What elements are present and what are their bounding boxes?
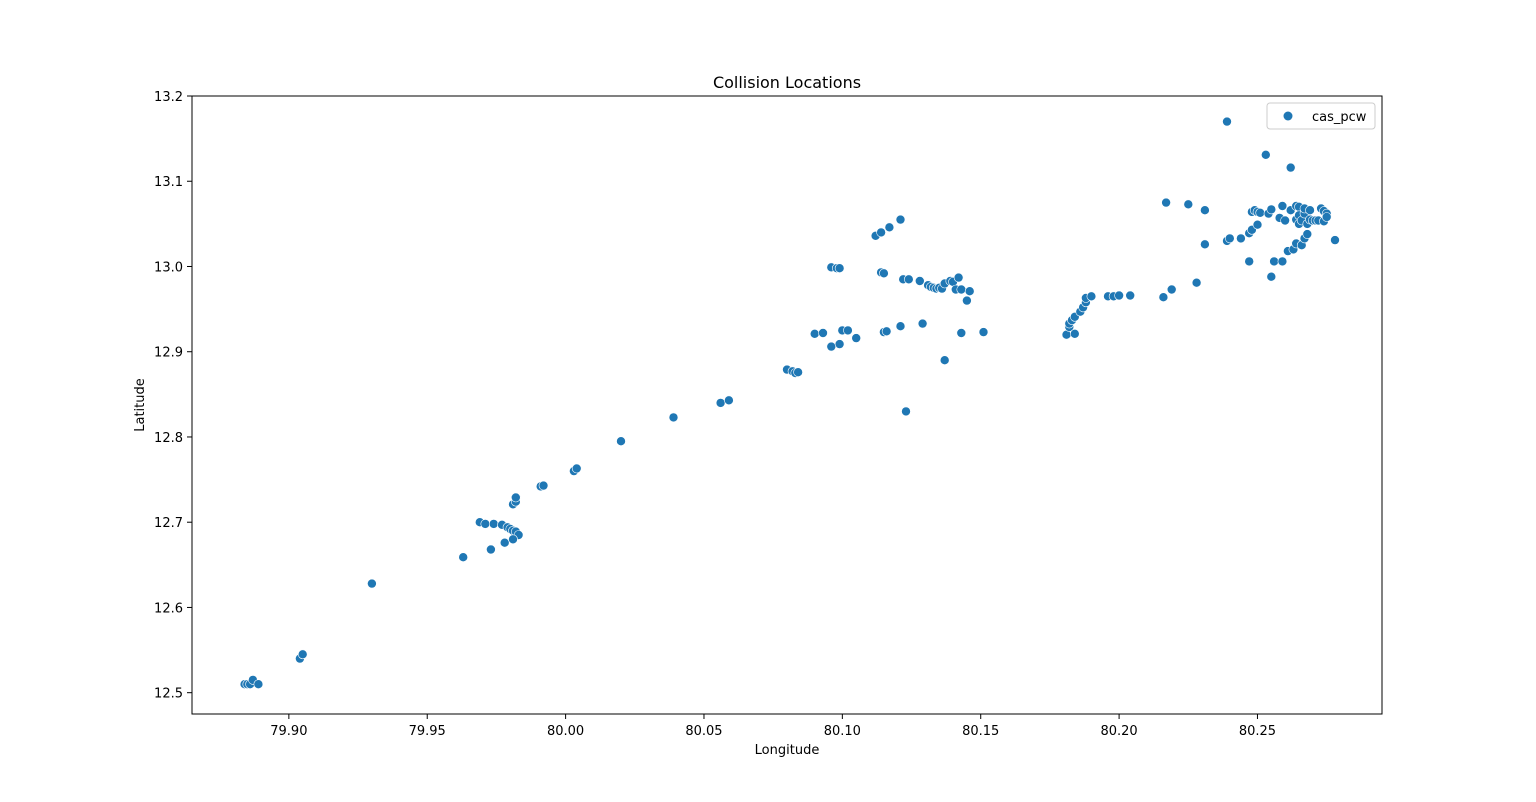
data-point	[1191, 277, 1202, 288]
data-point	[1225, 233, 1235, 244]
data-point	[901, 406, 911, 417]
data-point	[1236, 233, 1246, 244]
data-point	[715, 398, 726, 408]
data-point	[809, 328, 820, 339]
data-point	[367, 578, 377, 589]
data-point	[881, 326, 892, 337]
data-point	[1125, 290, 1135, 301]
data-point	[1086, 291, 1097, 302]
data-point	[903, 274, 914, 285]
legend-label: cas_pcw	[1312, 110, 1367, 125]
data-point	[876, 227, 886, 238]
data-point	[962, 295, 972, 306]
y-tick-label: 12.7	[154, 516, 183, 531]
data-point	[1305, 205, 1315, 215]
data-point	[1222, 116, 1232, 127]
data-point	[895, 214, 906, 225]
data-point	[978, 327, 989, 337]
data-point	[538, 480, 549, 491]
data-point	[834, 263, 845, 274]
data-point	[956, 328, 967, 338]
data-point	[488, 519, 499, 529]
data-point	[1200, 239, 1210, 250]
y-tick-label: 13.2	[154, 90, 183, 105]
y-tick-label: 13.0	[154, 260, 183, 275]
data-point	[571, 463, 582, 474]
data-point	[1244, 256, 1254, 267]
data-point	[1330, 235, 1340, 245]
data-point	[895, 321, 906, 332]
x-tick-label: 80.00	[547, 724, 584, 739]
data-point	[297, 649, 308, 660]
data-point	[1266, 204, 1277, 215]
x-tick-label: 80.25	[1239, 724, 1276, 739]
data-point	[1200, 205, 1210, 215]
data-point	[480, 519, 491, 529]
data-point	[1166, 284, 1177, 295]
data-point	[1277, 256, 1288, 267]
x-tick-label: 80.05	[685, 724, 722, 739]
data-point	[1158, 292, 1169, 303]
data-point	[1266, 271, 1277, 282]
data-point	[1114, 290, 1124, 301]
data-point	[953, 272, 964, 283]
data-point	[1252, 219, 1263, 230]
data-point	[499, 537, 510, 548]
data-point	[793, 367, 803, 378]
x-tick-label: 80.15	[962, 724, 999, 739]
data-point	[1302, 229, 1313, 239]
data-point	[724, 395, 734, 406]
x-tick-label: 79.90	[270, 724, 307, 739]
legend-marker	[1283, 111, 1293, 121]
x-axis-label: Longitude	[755, 743, 820, 758]
y-axis-label: Latitude	[133, 378, 148, 432]
data-point	[1285, 162, 1296, 173]
data-point	[914, 276, 925, 286]
data-point	[851, 333, 862, 343]
data-point	[508, 534, 518, 545]
x-tick-label: 80.10	[824, 724, 861, 739]
data-point	[939, 355, 950, 366]
data-point	[1269, 256, 1279, 267]
data-point	[1070, 328, 1080, 339]
data-point	[834, 339, 845, 349]
y-tick-label: 13.1	[154, 175, 183, 190]
data-point	[917, 318, 928, 329]
data-point	[1261, 150, 1271, 160]
data-points	[239, 116, 1340, 690]
data-point	[1161, 197, 1171, 208]
data-point	[843, 325, 853, 336]
data-point	[616, 436, 626, 447]
data-point	[1255, 208, 1265, 218]
y-tick-label: 12.6	[154, 601, 183, 616]
legend-box	[1266, 102, 1376, 130]
data-point	[668, 412, 679, 423]
x-axis-ticks: 79.90 79.95 80.00 80.05 80.10 80.15 80.20 80.25	[270, 714, 1276, 739]
y-tick-label: 12.8	[154, 431, 183, 446]
data-point	[1183, 199, 1194, 210]
x-tick-label: 80.20	[1100, 724, 1137, 739]
data-point	[956, 284, 967, 295]
data-point	[510, 492, 521, 503]
x-tick-label: 79.95	[409, 724, 446, 739]
data-point	[1277, 201, 1288, 211]
chart-title: Collision Locations	[713, 73, 861, 92]
y-tick-label: 12.5	[154, 687, 183, 702]
legend: cas_pcw	[1266, 102, 1376, 130]
data-point	[1280, 215, 1290, 226]
data-point	[964, 286, 975, 297]
data-point	[253, 679, 264, 690]
data-point	[1321, 212, 1332, 222]
plot-area-frame	[191, 95, 1383, 715]
data-point	[818, 328, 828, 338]
data-point	[486, 544, 496, 555]
y-tick-label: 12.9	[154, 346, 183, 361]
data-point	[879, 268, 889, 279]
y-axis-ticks: 12.5 12.6 12.7 12.8 12.9 13.0 13.1 13.2	[154, 90, 192, 702]
data-point	[458, 552, 469, 563]
data-point	[884, 222, 895, 233]
data-point	[826, 341, 837, 352]
